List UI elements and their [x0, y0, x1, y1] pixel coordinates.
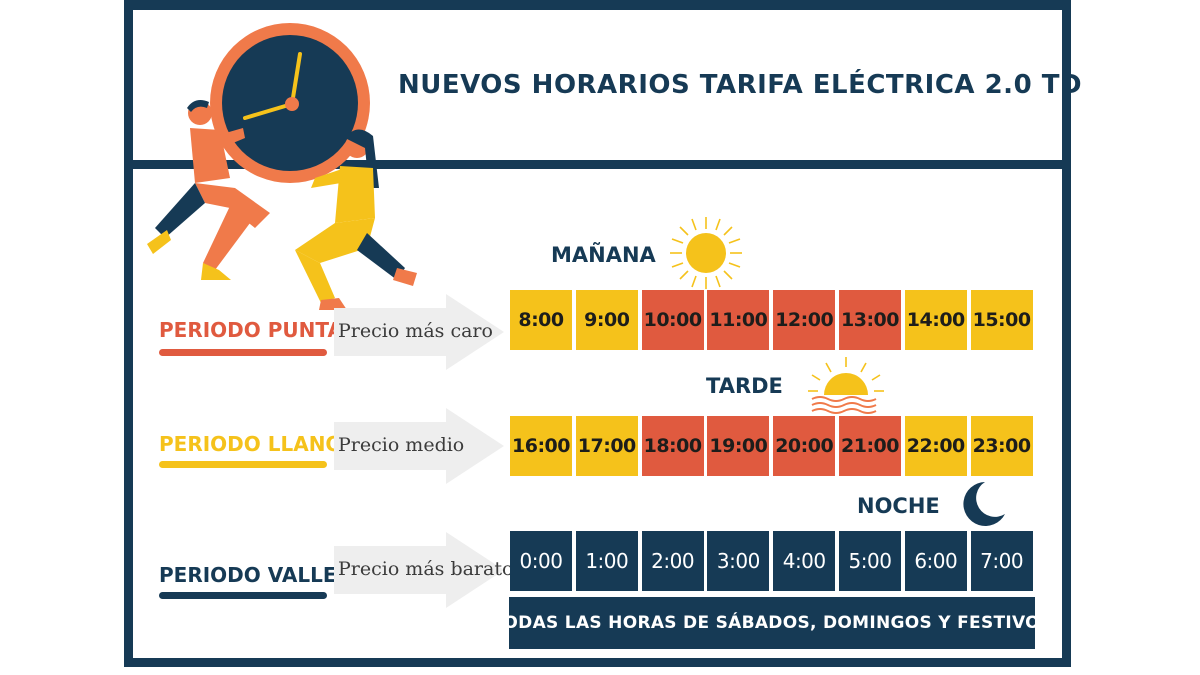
arrow-punta	[334, 294, 504, 370]
moon-icon	[963, 482, 1005, 526]
sunset-icon	[808, 357, 884, 414]
price-text-punta: Precio más caro	[338, 320, 493, 342]
hour-cell: 12:00	[773, 290, 836, 350]
hour-cell: 19:00	[707, 416, 770, 476]
period-underline-punta	[159, 349, 327, 356]
hour-cell: 15:00	[970, 290, 1033, 350]
period-label-llano: PERIODO LLANO	[159, 432, 343, 456]
price-text-llano: Precio medio	[338, 434, 465, 456]
people-holding-clock-icon	[147, 23, 417, 310]
arrow-llano	[334, 408, 504, 484]
hour-cell: 22:00	[904, 416, 967, 476]
hour-cell: 18:00	[641, 416, 704, 476]
period-underline-llano	[159, 461, 327, 468]
hour-cell: 17:00	[575, 416, 638, 476]
hour-cell: 21:00	[839, 416, 901, 476]
hour-cell: 16:00	[510, 416, 572, 476]
sun-icon	[670, 217, 742, 289]
hour-cell: 5:00	[839, 531, 901, 591]
period-label-punta: PERIODO PUNTA	[159, 318, 343, 342]
hour-cell: 10:00	[641, 290, 704, 350]
section-label-manana: MAÑANA	[551, 243, 656, 267]
hour-cell: 3:00	[707, 531, 770, 591]
hour-cell: 13:00	[839, 290, 901, 350]
hour-cell: 4:00	[773, 531, 836, 591]
period-label-valle: PERIODO VALLE	[159, 563, 337, 587]
header-divider	[124, 160, 1071, 169]
hour-cell: 20:00	[773, 416, 836, 476]
hour-cell: 14:00	[904, 290, 967, 350]
period-underline-valle	[159, 592, 327, 599]
hour-cell: 2:00	[641, 531, 704, 591]
hour-cell: 23:00	[970, 416, 1033, 476]
hour-cell: 8:00	[510, 290, 572, 350]
hour-cell: 7:00	[970, 531, 1033, 591]
section-label-tarde: TARDE	[706, 374, 783, 398]
page-title: NUEVOS HORARIOS TARIFA ELÉCTRICA 2.0 TD	[398, 70, 1083, 100]
weekend-note: TODAS LAS HORAS DE SÁBADOS, DOMINGOS Y F…	[492, 597, 1052, 649]
hour-cell: 0:00	[510, 531, 572, 591]
hour-cell: 1:00	[575, 531, 638, 591]
hour-cell: 11:00	[707, 290, 770, 350]
hour-cell: 9:00	[575, 290, 638, 350]
hour-cell: 6:00	[904, 531, 967, 591]
section-label-noche: NOCHE	[857, 494, 940, 518]
price-text-valle: Precio más barato	[338, 558, 514, 580]
arrow-valle	[334, 532, 504, 608]
